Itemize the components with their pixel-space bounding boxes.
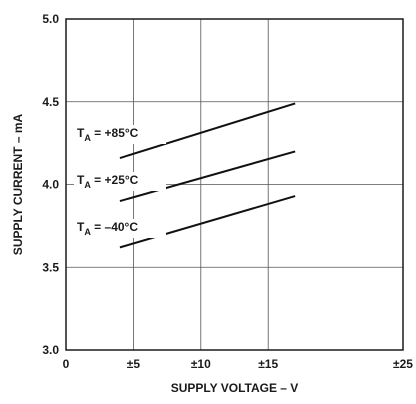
- y-tick-label: 4.5: [42, 95, 59, 109]
- y-tick-label: 3.0: [42, 343, 59, 357]
- y-axis-title: SUPPLY CURRENT – mA: [11, 113, 25, 255]
- series-labels: TA = +85°CTA = +25°CTA = –40°C: [74, 125, 166, 238]
- x-tick-label: ±10: [191, 357, 211, 371]
- y-tick-labels: 3.0 3.5 4.0 4.5 5.0: [42, 12, 59, 357]
- x-tick-label: ±25: [393, 357, 413, 371]
- x-tick-label: ±5: [127, 357, 141, 371]
- x-axis-title: SUPPLY VOLTAGE – V: [171, 381, 299, 395]
- x-tick-label: 0: [63, 357, 70, 371]
- y-tick-label: 3.5: [42, 260, 59, 274]
- y-tick-label: 5.0: [42, 12, 59, 26]
- x-tick-labels: 0 ±5 ±10 ±15 ±25: [63, 357, 414, 371]
- x-tick-label: ±15: [258, 357, 278, 371]
- y-tick-label: 4.0: [42, 178, 59, 192]
